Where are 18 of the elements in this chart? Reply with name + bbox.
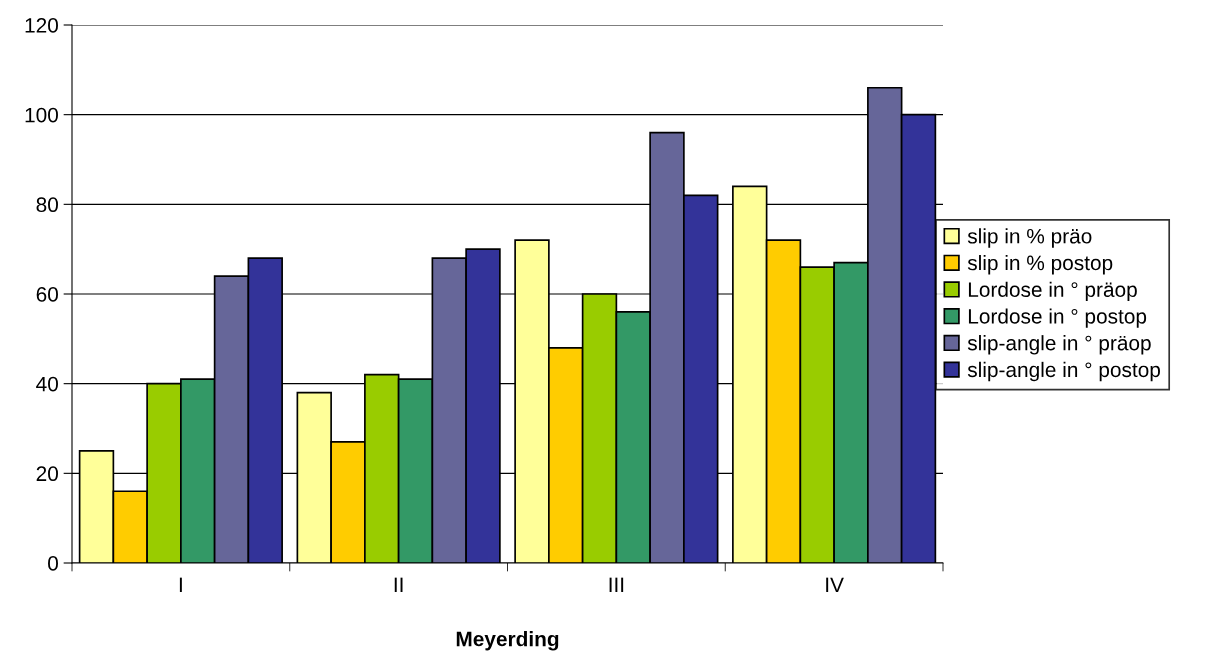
y-tick-label: 60 [36,287,58,302]
y-tick-label: 40 [36,376,58,392]
y-tick-label: 80 [36,197,58,213]
y-tick-label: 100 [25,107,58,123]
legend-label: Lordose in ° präop [968,281,1137,302]
x-tick-label: I [179,577,182,592]
legend-label: slip-angle in ° präop [967,335,1151,355]
legend-label: slip in % postop [967,254,1113,275]
legend-label: Lordose in ° postop [968,308,1147,328]
x-tick-label: II [394,577,403,592]
x-tick-label: IV [826,577,844,592]
x-axis-title: Meyerding [456,631,559,651]
y-tick-label: 20 [36,466,58,482]
x-tick-label: III [609,577,624,592]
y-tick-label: 0 [48,556,58,571]
legend-label: slip in % präo [967,228,1092,248]
y-tick-label: 120 [25,18,58,33]
legend-label: slip-angle in ° postop [967,361,1161,382]
